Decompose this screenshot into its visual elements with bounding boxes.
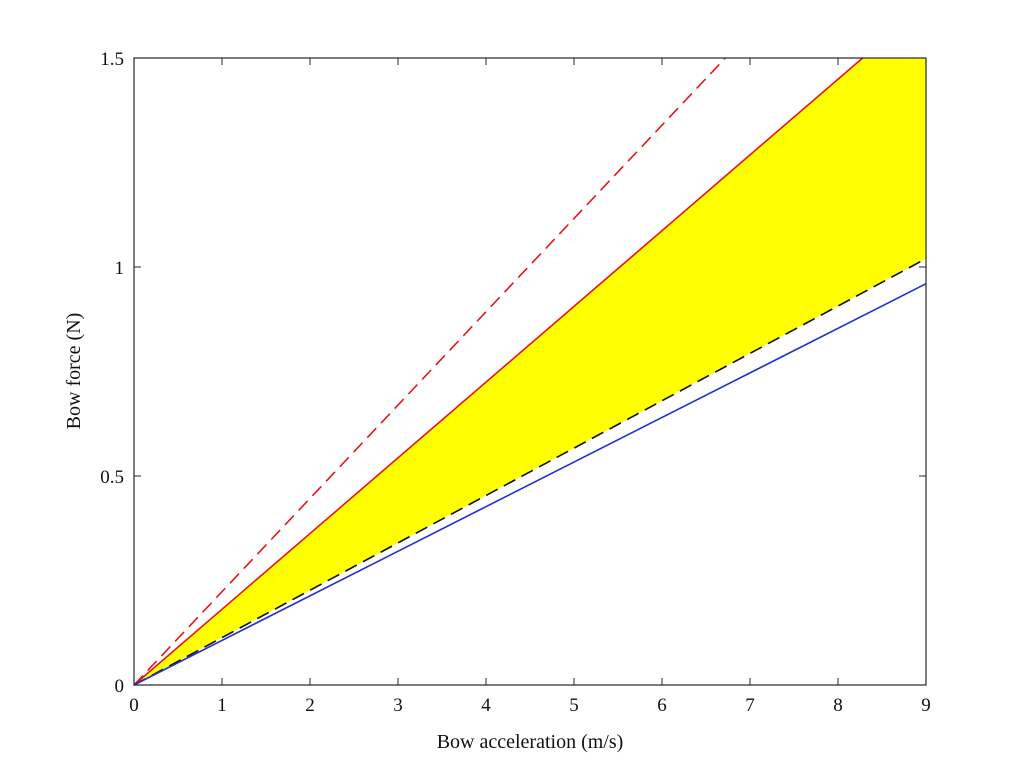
x-tick-label: 7 — [745, 695, 755, 716]
x-tick-label: 4 — [481, 695, 491, 716]
plot-frame — [133, 57, 927, 686]
shaded-region — [134, 58, 926, 685]
y-tick-label: 0.5 — [100, 467, 124, 488]
x-tick-label: 3 — [393, 695, 403, 716]
series-line-4 — [133, 283, 927, 686]
series-line-2 — [133, 57, 864, 686]
y-axis-title: Bow force (N) — [63, 313, 85, 430]
x-tick-label: 9 — [921, 695, 931, 716]
x-axis-title: Bow acceleration (m/s) — [437, 731, 624, 753]
x-tick-label: 0 — [129, 695, 139, 716]
shaded-region-layer — [134, 58, 926, 685]
y-tick-label: 1 — [115, 258, 125, 279]
x-tick-label: 1 — [217, 695, 227, 716]
series-layer — [133, 57, 927, 686]
x-tick-label: 2 — [305, 695, 315, 716]
y-tick-label: 0 — [115, 676, 125, 697]
tick-layer: 0 1 2 3 4 5 6 7 8 9 0 0.5 1 1.5 — [100, 49, 931, 716]
series-line-3 — [133, 257, 927, 686]
y-tick-label: 1.5 — [100, 49, 124, 70]
series-line-1 — [133, 57, 726, 686]
x-tick-label: 6 — [657, 695, 667, 716]
x-tick-label: 5 — [569, 695, 579, 716]
x-tick-label: 8 — [833, 695, 843, 716]
